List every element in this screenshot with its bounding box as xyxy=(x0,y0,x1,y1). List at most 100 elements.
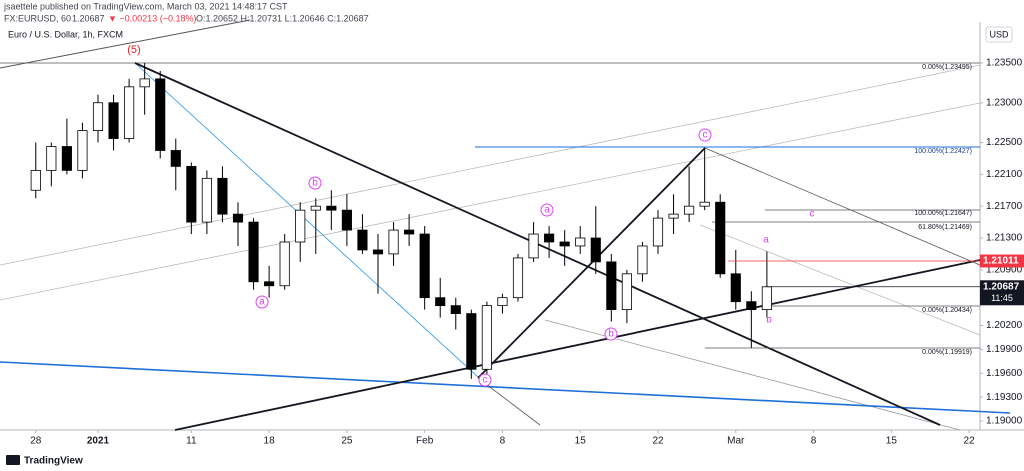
label-circle xyxy=(478,373,492,387)
y-tick-label: 1.19600 xyxy=(986,368,1023,379)
y-tick-label: 1.20900 xyxy=(986,264,1023,275)
y-tick-label: 1.20200 xyxy=(986,320,1023,331)
price-tag-time: 11:45 xyxy=(991,293,1013,303)
ohlc: O:1.20652 H:1.20731 L:1.20646 C:1.20687 xyxy=(196,13,369,23)
candle-body xyxy=(652,217,664,247)
channel-line xyxy=(0,102,981,301)
x-tick-label: 8 xyxy=(811,436,817,447)
candle-body xyxy=(217,177,228,215)
candle-body xyxy=(279,241,290,287)
x-tick-label: 22 xyxy=(964,436,976,447)
y-tick-label: 1.21300 xyxy=(986,233,1023,244)
y-tick-label: 1.19300 xyxy=(986,392,1023,403)
price-tag-label: 1.20687 xyxy=(983,281,1020,292)
fib-label: 100.00%(1.21647) xyxy=(914,210,972,217)
price-tag-label: 1.21011 xyxy=(983,256,1019,267)
x-tick-label: 15 xyxy=(575,436,587,447)
candle-body xyxy=(699,201,710,207)
channel-line xyxy=(0,64,981,266)
candle-body xyxy=(170,150,181,167)
candle-body xyxy=(435,297,446,307)
candle-body xyxy=(295,209,306,243)
candle-body xyxy=(357,229,368,251)
x-tick-label: Feb xyxy=(416,436,434,447)
candle-body xyxy=(92,102,104,131)
candle-body xyxy=(730,273,741,303)
fib-label: 100.00%(1.22427) xyxy=(914,148,972,155)
candle-body xyxy=(684,205,695,215)
channel-line xyxy=(699,224,981,336)
drawings xyxy=(0,19,1011,431)
currency: USD xyxy=(989,29,1009,39)
candle-body xyxy=(341,209,352,231)
symbol: FX:EURUSD, 60 xyxy=(4,13,71,23)
x-tick-label: Mar xyxy=(727,436,745,447)
candle-body xyxy=(450,305,461,314)
blue-trendline xyxy=(0,361,1011,414)
wave-label: a xyxy=(544,205,550,216)
trendline xyxy=(174,259,981,431)
candle-body xyxy=(512,257,524,299)
trendline xyxy=(477,377,541,426)
x-tick-label: 15 xyxy=(886,436,898,447)
candle-body xyxy=(326,205,337,211)
chart-title: Euro / U.S. Dollar, 1h, FXCM xyxy=(8,29,123,39)
candle-body xyxy=(559,241,570,247)
x-tick-label: 11 xyxy=(186,436,197,447)
label-circle xyxy=(698,128,712,142)
label-circle xyxy=(540,203,554,217)
logo xyxy=(6,455,20,465)
candle-body xyxy=(637,245,648,275)
candle-body xyxy=(248,221,259,283)
candle-body xyxy=(621,273,632,311)
candle-body xyxy=(30,169,41,191)
candles xyxy=(30,62,772,379)
candle-body xyxy=(404,229,415,235)
candle-body xyxy=(715,201,726,275)
candle-body xyxy=(264,281,275,287)
candle-body xyxy=(590,237,601,263)
x-tick-label: 2021 xyxy=(87,436,110,447)
wave-label: a xyxy=(259,297,265,308)
candle-body xyxy=(466,313,477,370)
y-tick-label: 1.23500 xyxy=(986,58,1023,69)
price-tag xyxy=(980,280,1024,306)
x-tick-label: 18 xyxy=(264,436,276,447)
fib-label: 61.80%(1.21469) xyxy=(918,224,972,231)
candle-body xyxy=(232,213,244,223)
wave-label: a xyxy=(763,235,769,246)
blue-line xyxy=(134,62,491,389)
brand: TradingView xyxy=(24,456,83,467)
y-tick-label: 1.21700 xyxy=(986,201,1023,212)
publisher: jsaettele published on TradingView.com, … xyxy=(3,1,288,11)
candle-body xyxy=(388,229,399,255)
fib-label: 0.00%(1.23495) xyxy=(922,64,972,71)
wave-label: c xyxy=(703,130,708,141)
candle-body xyxy=(606,261,617,311)
candle-body xyxy=(108,102,119,139)
x-tick-label: 22 xyxy=(652,436,664,447)
wave-label: (5) xyxy=(127,44,140,56)
y-tick-label: 1.19900 xyxy=(986,344,1023,355)
x-tick-label: 8 xyxy=(500,436,506,447)
channel-line xyxy=(0,19,251,69)
y-tick-label: 1.22100 xyxy=(986,169,1023,180)
wave-label: b xyxy=(766,315,772,326)
change: ▼ −0.00213 (−0.18%) xyxy=(108,13,196,23)
candle-body xyxy=(372,249,384,255)
candle-body xyxy=(139,78,150,88)
label-circle xyxy=(604,327,618,341)
fib-label: 0.00%(1.20434) xyxy=(922,307,972,314)
candle-body xyxy=(77,130,88,171)
currency-box xyxy=(985,26,1013,43)
wave-label: b xyxy=(608,329,614,340)
wave-label: b xyxy=(312,178,318,189)
candle-body xyxy=(419,233,430,299)
y-tick-label: 1.19000 xyxy=(986,416,1023,427)
candle-body xyxy=(155,78,166,151)
trendline xyxy=(477,147,706,379)
x-tick-label: 28 xyxy=(30,436,42,447)
candle-body xyxy=(201,177,212,223)
